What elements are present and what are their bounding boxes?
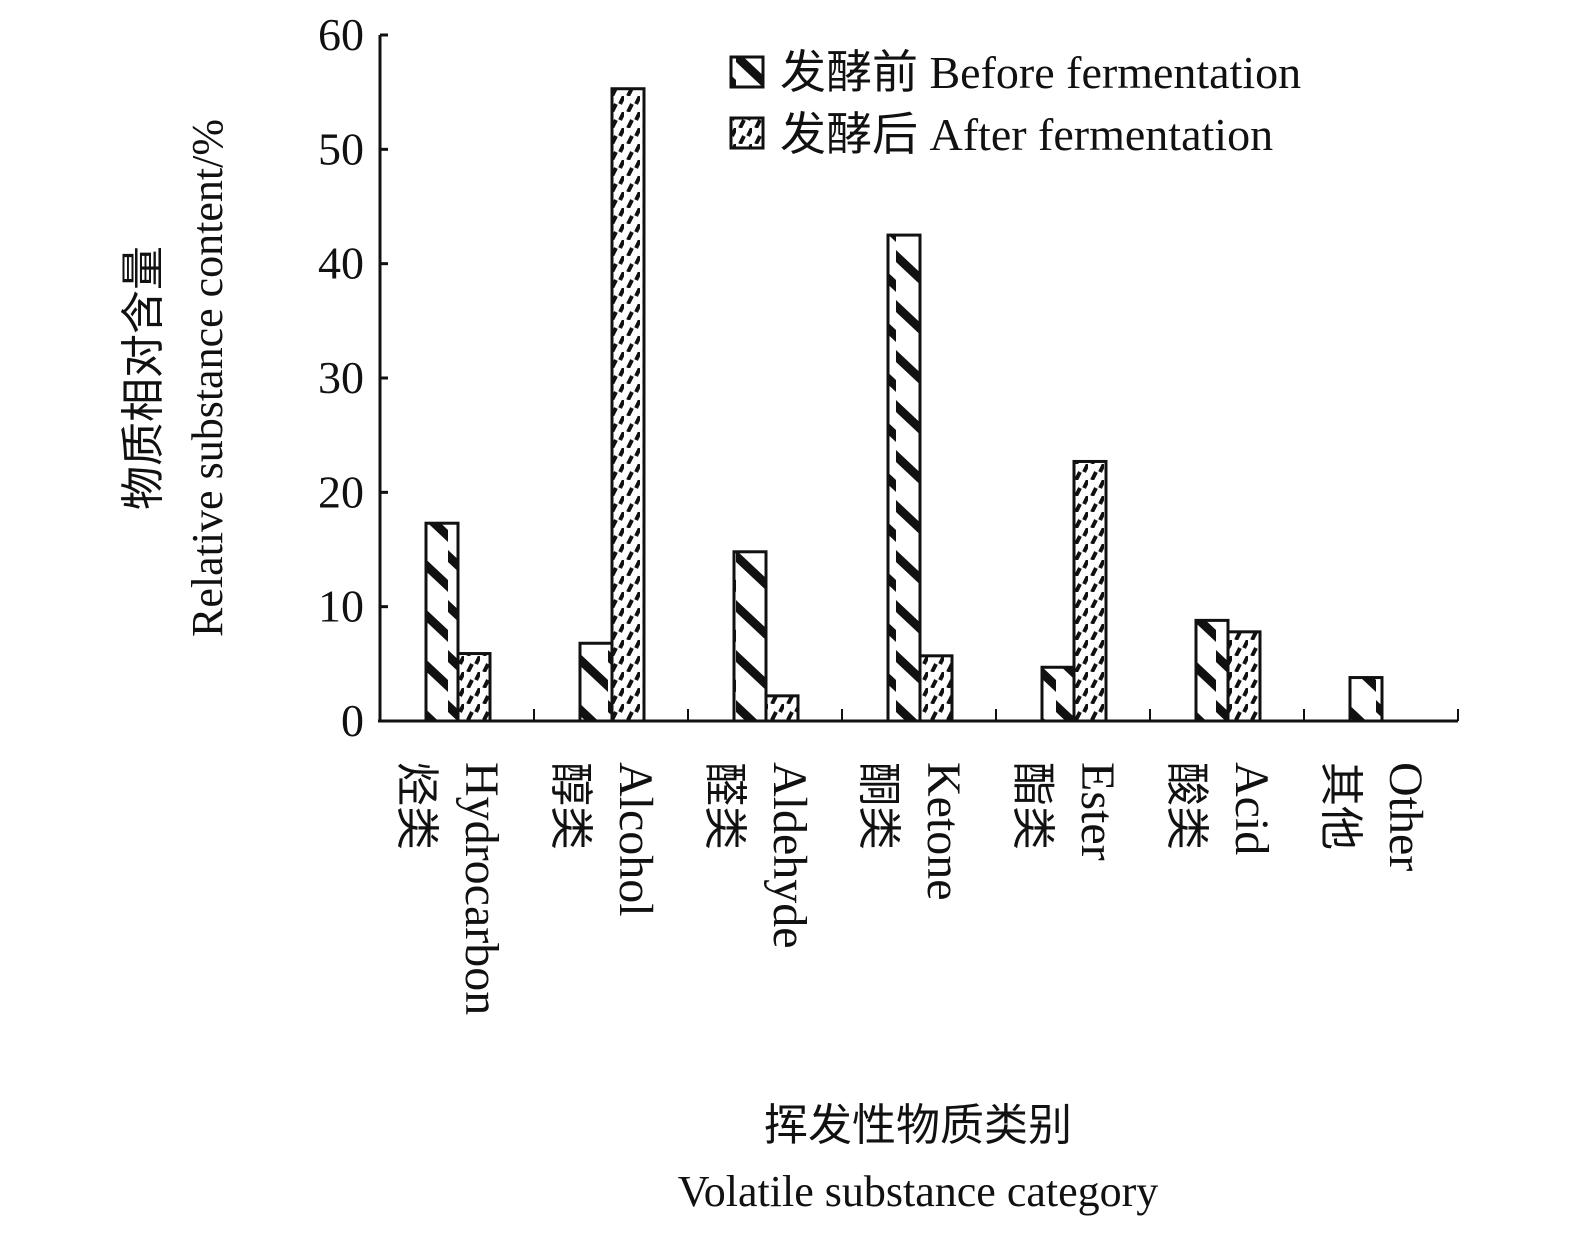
- y-axis-title-en: Relative substance content/%: [183, 119, 232, 637]
- x-tick-label-en: Ketone: [917, 762, 970, 901]
- bar-before-hydrocarbon: [424, 521, 460, 723]
- x-tick-label-cn: 酯类: [1008, 762, 1057, 850]
- legend: 发酵前 Before fermentation 发酵后 After fermen…: [729, 47, 1301, 160]
- x-tick-label-en: Ester: [1071, 762, 1124, 861]
- legend-swatch-before: [729, 55, 765, 89]
- y-tick-label: 0: [341, 695, 364, 746]
- bar-before-ester: [1040, 665, 1076, 723]
- bar-after-aldehyde: [764, 694, 800, 723]
- y-tick-label: 50: [318, 123, 364, 174]
- bar-after-alcohol: [610, 87, 646, 723]
- x-axis-title-en: Volatile substance category: [678, 1167, 1159, 1216]
- x-tick-label-cn: 醛类: [700, 762, 749, 850]
- y-tick-label: 40: [318, 238, 364, 289]
- bar-after-ketone: [918, 654, 954, 723]
- x-tick-label-en: Hydrocarbon: [455, 762, 508, 1015]
- bar-after-acid: [1226, 630, 1262, 723]
- legend-label-after: 发酵后 After fermentation: [780, 109, 1273, 160]
- x-tick-label-cn: 醇类: [546, 762, 595, 850]
- x-tick-label-en: Aldehyde: [763, 762, 816, 949]
- bar-before-other: [1348, 676, 1384, 723]
- y-tick-label: 10: [318, 581, 364, 632]
- y-tick-label: 30: [318, 352, 364, 403]
- x-tick-label-cn: 其他: [1316, 762, 1365, 850]
- x-axis-title-cn: 挥发性物质类别: [764, 1101, 1072, 1150]
- x-tick-label-en: Alcohol: [609, 762, 662, 917]
- y-tick-label: 60: [318, 9, 364, 60]
- y-axis-title-cn: 物质相对含量: [119, 246, 168, 510]
- bar-before-alcohol: [578, 641, 614, 723]
- x-tick-label-en: Acid: [1225, 762, 1278, 855]
- x-tick-label-cn: 烃类: [392, 762, 441, 850]
- bar-before-ketone: [886, 233, 922, 723]
- bar-after-ester: [1072, 459, 1108, 723]
- legend-swatch-after: [729, 116, 765, 150]
- bar-before-aldehyde: [732, 550, 768, 723]
- bar-before-acid: [1194, 618, 1230, 723]
- x-tick-label-cn: 酸类: [1162, 762, 1211, 850]
- x-tick-label-cn: 酮类: [854, 762, 903, 850]
- legend-label-before: 发酵前 Before fermentation: [780, 47, 1301, 98]
- bar-after-hydrocarbon: [456, 652, 492, 723]
- x-tick-label-en: Other: [1379, 762, 1432, 871]
- y-tick-label: 20: [318, 466, 364, 517]
